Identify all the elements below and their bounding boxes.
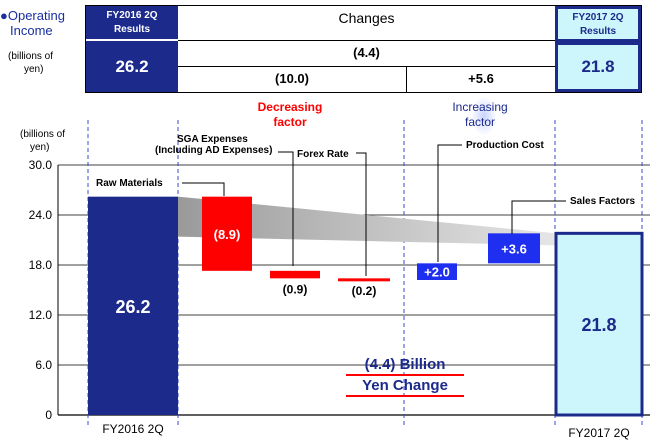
decrease-total: (10.0) bbox=[275, 71, 309, 86]
bar-sales-factors bbox=[488, 233, 540, 264]
decreasing-factor-label: Decreasing factor bbox=[240, 100, 340, 130]
y-tick-label: 18.0 bbox=[29, 258, 53, 272]
changes-divider-1 bbox=[178, 40, 555, 41]
bar-value-label: +2.0 bbox=[424, 265, 450, 280]
header-frame bbox=[85, 5, 642, 93]
change-note-underline-1 bbox=[346, 374, 464, 376]
bar-fy2016-2q bbox=[88, 196, 178, 415]
bar-value-label: +3.6 bbox=[501, 241, 527, 256]
x-label-fy2017: FY2017 2Q bbox=[568, 426, 629, 440]
change-note-line1: (4.4) Billion bbox=[364, 356, 446, 373]
annotation-leader bbox=[278, 151, 294, 266]
annotation-label: Sales Factors bbox=[570, 196, 635, 207]
annotation-leader bbox=[356, 152, 367, 276]
x-label-fy2016: FY2016 2Q bbox=[102, 422, 163, 436]
annotation-leader bbox=[182, 182, 225, 196]
bar-value-label: (8.9) bbox=[214, 227, 241, 242]
bar-value-label: 21.8 bbox=[581, 315, 616, 335]
fy2017-results-header: FY2017 2Q Results bbox=[555, 6, 641, 42]
fy2017-header-line1: FY2017 2Q bbox=[572, 12, 624, 23]
bar-raw-materials bbox=[202, 196, 252, 271]
bar-value-label: 26.2 bbox=[115, 297, 150, 317]
increasing-label-line1: Increasing bbox=[452, 100, 508, 114]
annotation-label: SGA Expenses bbox=[177, 134, 248, 145]
decreasing-label-line1: Decreasing bbox=[257, 100, 323, 114]
fy2016-header-line1: FY2016 2Q bbox=[106, 10, 158, 21]
y-tick-label: 24.0 bbox=[29, 208, 53, 222]
bar-production-cost bbox=[417, 263, 457, 280]
changes-mid-divider bbox=[406, 66, 407, 92]
annotation-label: (Including AD Expenses) bbox=[155, 145, 272, 156]
y-tick-label: 30.0 bbox=[29, 158, 53, 172]
increase-total: +5.6 bbox=[468, 71, 494, 86]
annotation-label: Forex Rate bbox=[297, 149, 349, 160]
y-tick-label: 0 bbox=[45, 408, 52, 422]
y-tick-label: 12.0 bbox=[29, 308, 53, 322]
operating-income-title: ●Operating Income bbox=[0, 8, 90, 38]
change-note-line2: Yen Change bbox=[362, 377, 448, 394]
y-tick-label: 6.0 bbox=[35, 358, 52, 372]
changes-divider-2 bbox=[178, 66, 555, 67]
bar-fy2017-2q bbox=[554, 231, 644, 417]
header-unit-line2: yen) bbox=[24, 64, 44, 75]
annotation-leader bbox=[437, 144, 462, 262]
increasing-factor-label: Increasing factor bbox=[430, 100, 530, 130]
axis-unit-line1: (billions of bbox=[20, 129, 66, 140]
annotation-label: Raw Materials bbox=[96, 178, 163, 189]
fy2016-header-line2: Results bbox=[113, 24, 151, 35]
axis-unit-line2: yen) bbox=[30, 142, 50, 153]
annotation-label: Production Cost bbox=[466, 140, 544, 151]
header-unit-line1: (billions of bbox=[8, 51, 54, 62]
fy2016-results-header: FY2016 2Q Results bbox=[86, 6, 178, 40]
decreasing-label-line2: factor bbox=[273, 115, 307, 129]
annotation-leader bbox=[511, 200, 566, 234]
header-unit-label: (billions of yen) bbox=[8, 50, 88, 76]
change-note: (4.4) Billion Yen Change bbox=[340, 356, 470, 397]
increasing-highlight bbox=[471, 96, 497, 136]
bar-value-label: (0.9) bbox=[283, 282, 308, 296]
increasing-label-line2: factor bbox=[464, 115, 495, 129]
fy2017-results-value: 21.8 bbox=[555, 42, 641, 92]
bar-forex-rate bbox=[338, 278, 390, 282]
fy2017-header-line2: Results bbox=[579, 26, 617, 37]
bar-sga-expenses bbox=[270, 270, 320, 279]
bar-value-label: (0.2) bbox=[352, 284, 377, 298]
operating-income-title-line2: Income bbox=[10, 23, 53, 38]
operating-income-title-line1: ●Operating bbox=[0, 8, 65, 23]
trend-band bbox=[178, 196, 556, 246]
axis-unit-label: (billions of yen) bbox=[20, 128, 90, 154]
changes-label: Changes bbox=[338, 10, 395, 26]
fy2016-results-value: 26.2 bbox=[86, 41, 178, 92]
changes-total: (4.4) bbox=[353, 45, 380, 60]
change-note-underline-2 bbox=[346, 395, 464, 397]
